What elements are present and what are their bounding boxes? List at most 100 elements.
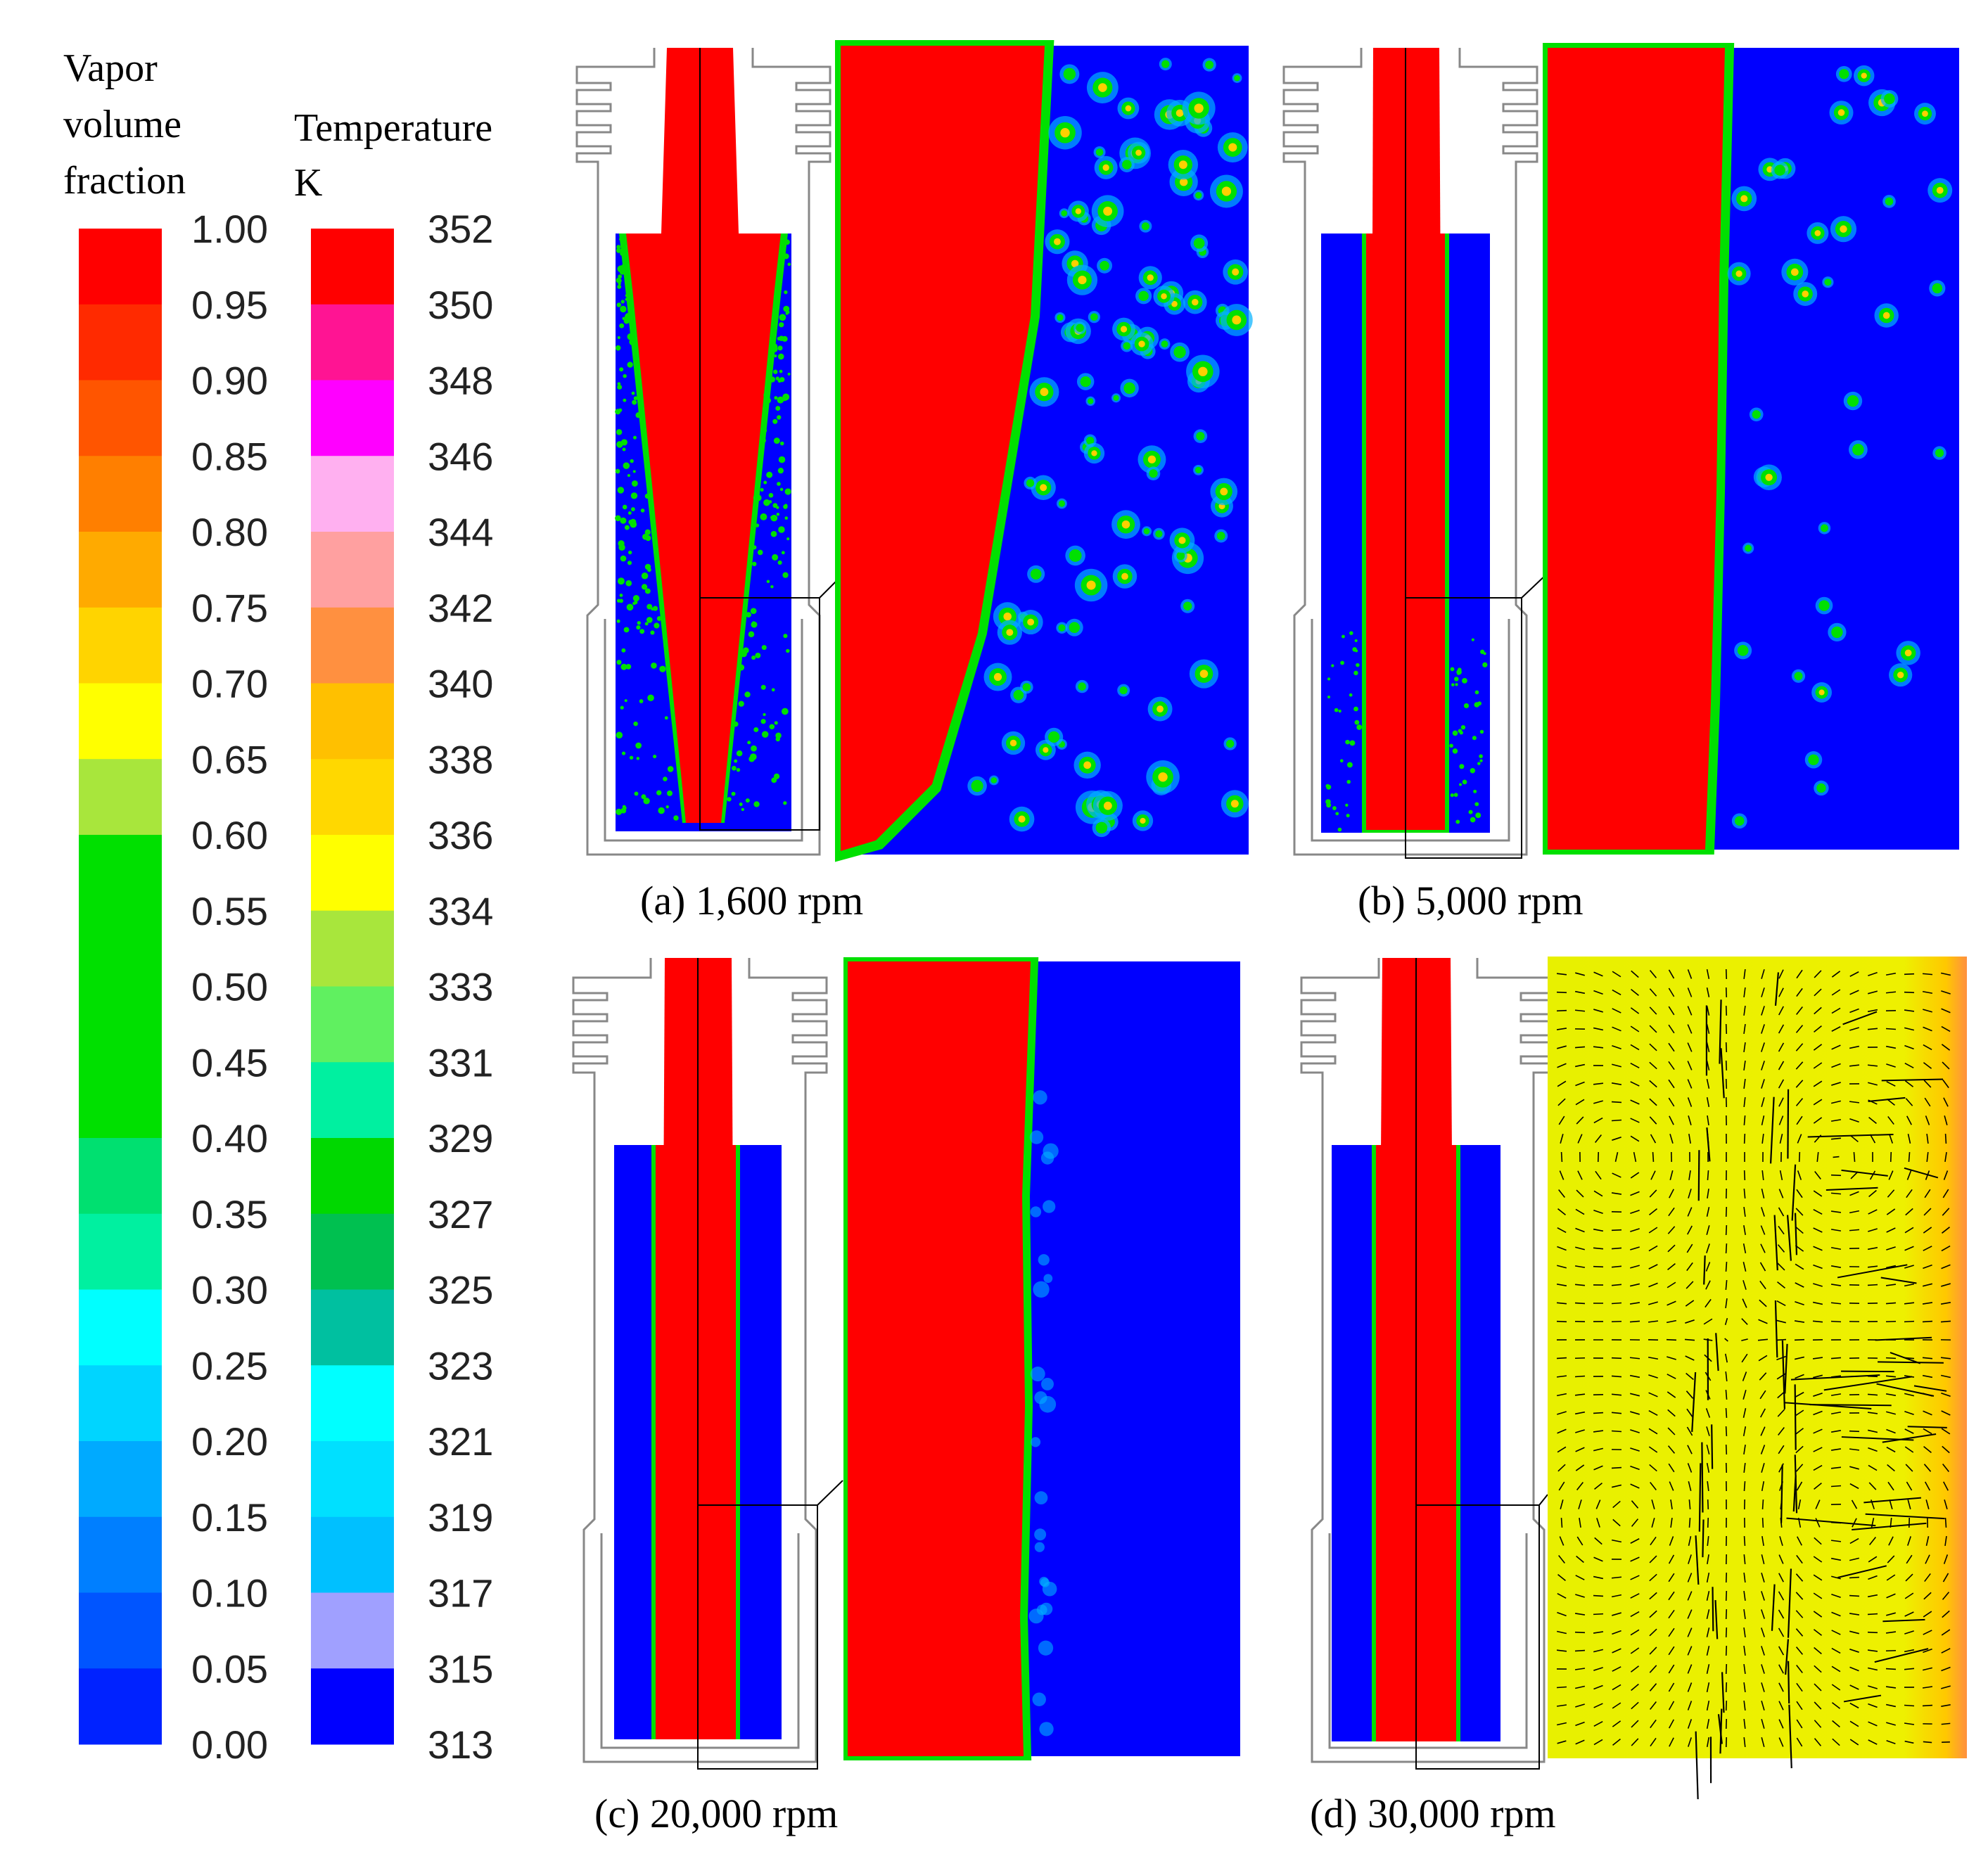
panel-d-vector bbox=[1707, 1115, 1709, 1126]
panel-d-vector bbox=[1725, 1663, 1728, 1675]
panel-d-vector bbox=[1575, 1447, 1585, 1452]
panel-a-zoom-bubble-core bbox=[1060, 128, 1070, 138]
panel-d-vector bbox=[1850, 1134, 1859, 1143]
panel-a-bubble bbox=[751, 745, 757, 752]
panel-d-vector bbox=[1761, 1682, 1765, 1692]
panel-d-vector bbox=[1578, 1499, 1582, 1509]
panel-d-vector bbox=[1743, 1115, 1746, 1126]
panel-d-vector bbox=[1575, 1227, 1585, 1233]
panel-b-bubble bbox=[1471, 638, 1474, 641]
panel-b-zoom-bubble bbox=[1794, 672, 1803, 681]
panel-b-zoom-bubble-core bbox=[1802, 290, 1809, 298]
panel-d-vector bbox=[1706, 1682, 1710, 1693]
panel-d-vector bbox=[1688, 1133, 1691, 1144]
panel-d-vector bbox=[1761, 1646, 1765, 1656]
panel-a-zoom-bubble-core bbox=[1071, 260, 1079, 268]
panel-b-bubble bbox=[1454, 677, 1459, 682]
temperature-legend-label-9: 334 bbox=[428, 889, 493, 933]
panel-a-zoom-bubble-core bbox=[1125, 105, 1132, 112]
panel-b-bubble bbox=[1457, 672, 1460, 675]
panel-d-jet-vector bbox=[1794, 1384, 1797, 1450]
panel-d-vector bbox=[1612, 1045, 1621, 1049]
panel-d-vector bbox=[1941, 1044, 1951, 1051]
panel-a-zoom-bubble bbox=[1058, 624, 1066, 632]
panel-d-vector bbox=[1944, 1115, 1948, 1125]
panel-d-jet-vector bbox=[1695, 1535, 1700, 1585]
panel-d-vector bbox=[1885, 1686, 1897, 1689]
panel-a-zoom-bubble-core bbox=[1147, 455, 1157, 463]
panel-a-zoom-bubble-core bbox=[1006, 629, 1014, 637]
panel-d-vector bbox=[1830, 1411, 1842, 1415]
panel-d-vector bbox=[1611, 1302, 1622, 1305]
panel-d-vector bbox=[1814, 970, 1822, 978]
panel-d-vector bbox=[1868, 1209, 1878, 1215]
panel-d-vector bbox=[1778, 1225, 1785, 1235]
temperature-legend-labels: 352 350 348 346 344 342 340 338 336 334 333 331 329 3… bbox=[428, 207, 493, 1767]
panel-a-bubble bbox=[652, 606, 658, 611]
panel-d-wall-vector bbox=[1913, 1385, 1947, 1392]
panel-d-vector bbox=[1560, 1499, 1564, 1509]
panel-a-bubble bbox=[777, 415, 782, 420]
panel-d-jet-vector bbox=[1769, 1096, 1775, 1164]
panel-d-vector bbox=[1941, 1227, 1951, 1234]
panel-d-jet-vector bbox=[1773, 1215, 1778, 1271]
panel-a-zoom-bubble bbox=[1122, 160, 1132, 170]
panel-d-vector bbox=[1794, 1356, 1805, 1360]
panel-a-bubble bbox=[776, 506, 779, 509]
panel-a-zoom-bubble bbox=[1095, 821, 1108, 834]
panel-d-vector bbox=[1743, 1645, 1746, 1656]
panel-d-vector bbox=[1761, 1664, 1765, 1674]
panel-a-bubble bbox=[623, 373, 627, 378]
panel-a-zoom-bubble bbox=[1173, 346, 1186, 359]
panel-d-jet-vector bbox=[1786, 1215, 1792, 1261]
panel-d-vector bbox=[1922, 1357, 1933, 1360]
panel-d-vector bbox=[1649, 1208, 1657, 1215]
panel-d-vector bbox=[1743, 1590, 1746, 1601]
panel-a-zoom-bubble-core bbox=[1054, 238, 1061, 245]
panel-a-bubble bbox=[781, 551, 785, 555]
panel-d-vector bbox=[1885, 1045, 1897, 1049]
panel-a-bubble bbox=[784, 516, 789, 520]
panel-d-vector bbox=[1831, 971, 1841, 978]
panel-a-bubble bbox=[647, 694, 654, 702]
panel-b-bubble bbox=[1452, 730, 1458, 736]
panel-d-vector bbox=[1611, 1192, 1622, 1195]
panel-b-bubble bbox=[1462, 677, 1467, 684]
temperature-legend-label-2: 348 bbox=[428, 359, 493, 403]
panel-d-vector bbox=[1705, 1280, 1711, 1290]
panel-a-bubble bbox=[617, 284, 622, 289]
panel-d-vector bbox=[1575, 1429, 1585, 1433]
temperature-legend-label-6: 340 bbox=[428, 662, 493, 706]
panel-d-vector bbox=[1777, 1409, 1785, 1417]
panel-d-vector bbox=[1830, 1540, 1842, 1542]
panel-b-zoom-bubble-core bbox=[1922, 110, 1928, 117]
panel-d-vector bbox=[1868, 1685, 1878, 1689]
panel-d-vector bbox=[1887, 1115, 1894, 1125]
panel-d-jet-vector bbox=[1792, 1475, 1797, 1512]
panel-d-vector bbox=[1725, 1042, 1728, 1053]
panel-d-vector bbox=[1688, 1535, 1692, 1547]
panel-d-vector bbox=[1759, 1390, 1766, 1400]
panel-b-bubble bbox=[1341, 634, 1345, 639]
panel-d-vector bbox=[1669, 1536, 1674, 1546]
panel-d-vector bbox=[1778, 1719, 1784, 1729]
panel-d-vector bbox=[1849, 971, 1859, 977]
panel-d-vector bbox=[1778, 1664, 1784, 1674]
panel-d-vector bbox=[1923, 1428, 1932, 1435]
panel-d-vector bbox=[1630, 1265, 1640, 1269]
panel-b-bubble bbox=[1479, 729, 1484, 734]
panel-d-vector bbox=[1888, 1134, 1894, 1144]
panel-d-vector bbox=[1868, 1703, 1878, 1708]
panel-a-bubble bbox=[757, 549, 763, 556]
panel-d-vector bbox=[1849, 1649, 1859, 1653]
panel-d-vector bbox=[1796, 1115, 1803, 1125]
panel-d-vector bbox=[1684, 1338, 1695, 1341]
panel-d-vector bbox=[1725, 1407, 1728, 1419]
temperature-legend-swatch-15 bbox=[311, 1365, 394, 1442]
panel-d-vector bbox=[1574, 1063, 1586, 1068]
panel-a-bubble bbox=[621, 751, 626, 755]
panel-d-vector bbox=[1831, 1100, 1841, 1104]
panel-a-bubble bbox=[622, 805, 626, 809]
panel-d-vector bbox=[1648, 1301, 1658, 1305]
panel-d-vector bbox=[1923, 1080, 1932, 1088]
